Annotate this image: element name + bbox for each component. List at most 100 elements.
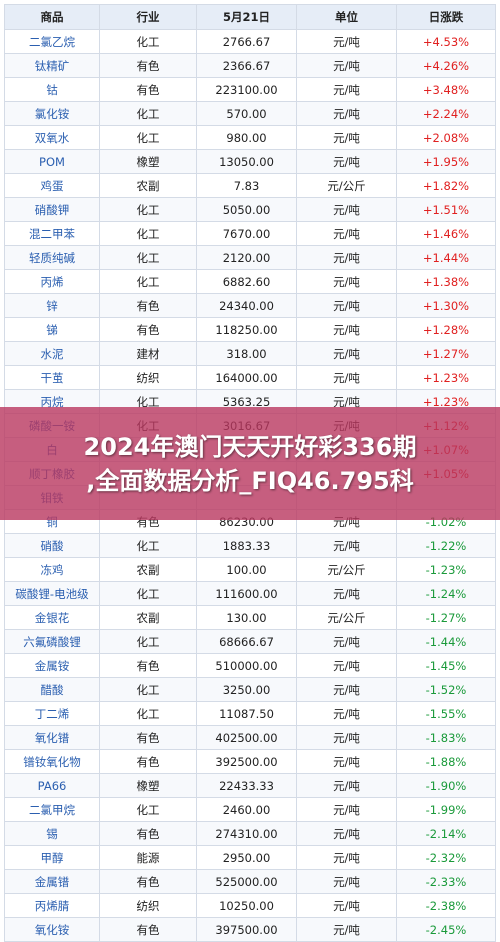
commodity-name-link[interactable]: 锡 <box>4 821 100 846</box>
change-cell: +1.30% <box>396 293 496 318</box>
unit-cell: 元/吨 <box>296 533 397 558</box>
commodity-name-link[interactable]: 金属铵 <box>4 653 100 678</box>
change-cell: +1.23% <box>396 365 496 390</box>
unit-cell: 元/吨 <box>296 317 397 342</box>
unit-cell: 元/吨 <box>296 341 397 366</box>
price-cell: 7670.00 <box>196 221 297 246</box>
change-cell: -1.52% <box>396 677 496 702</box>
table-row: 醋酸 化工 3250.00 元/吨 -1.52% <box>4 677 496 702</box>
commodity-name-link[interactable]: 锑 <box>4 317 100 342</box>
commodity-name-link[interactable]: 金属镨 <box>4 869 100 894</box>
table-body: 二氯乙烷 化工 2766.67 元/吨 +4.53% 钛精矿 有色 2366.67 元/吨 +4.… <box>4 29 496 942</box>
header-date-price: 5月21日 <box>196 4 297 30</box>
price-cell: 100.00 <box>196 557 297 582</box>
price-cell: 2366.67 <box>196 53 297 78</box>
industry-cell: 能源 <box>99 845 197 870</box>
table-row: 丁二烯 化工 11087.50 元/吨 -1.55% <box>4 701 496 726</box>
commodity-name-link[interactable]: 二氯甲烷 <box>4 797 100 822</box>
change-cell: +1.28% <box>396 317 496 342</box>
price-cell: 2766.67 <box>196 29 297 54</box>
industry-cell: 有色 <box>99 293 197 318</box>
table-row: 冻鸡 农副 100.00 元/公斤 -1.23% <box>4 557 496 582</box>
banner-line-2: ,全面数据分析_FIQ46.795科 <box>86 466 414 495</box>
commodity-name-link[interactable]: 混二甲苯 <box>4 221 100 246</box>
commodity-name-link[interactable]: 鸡蛋 <box>4 173 100 198</box>
industry-cell: 有色 <box>99 821 197 846</box>
commodity-name-link[interactable]: 锌 <box>4 293 100 318</box>
header-daily-change: 日涨跌 <box>396 4 496 30</box>
table-row: 锑有色 118250.00 元/吨 +1.28% <box>4 317 496 342</box>
price-cell: 22433.33 <box>196 773 297 798</box>
commodity-name-link[interactable]: 氧化镨 <box>4 725 100 750</box>
industry-cell: 化工 <box>99 221 197 246</box>
commodity-name-link[interactable]: 丁二烯 <box>4 701 100 726</box>
commodity-name-link[interactable]: 轻质纯碱 <box>4 245 100 270</box>
price-cell: 24340.00 <box>196 293 297 318</box>
table-row: 钴有色 223100.00 元/吨 +3.48% <box>4 77 496 102</box>
industry-cell: 橡塑 <box>99 773 197 798</box>
table-row: 硝酸钾 化工 5050.00 元/吨 +1.51% <box>4 197 496 222</box>
industry-cell: 纺织 <box>99 893 197 918</box>
commodity-name-link[interactable]: 碳酸锂-电池级 <box>4 581 100 606</box>
industry-cell: 建材 <box>99 341 197 366</box>
table-row: 碳酸锂-电池级 化工 111600.00 元/吨 -1.24% <box>4 581 496 606</box>
change-cell: +3.48% <box>396 77 496 102</box>
unit-cell: 元/吨 <box>296 701 397 726</box>
table-row: 丙烯腈 纺织 10250.00 元/吨 -2.38% <box>4 893 496 918</box>
commodity-name-link[interactable]: 二氯乙烷 <box>4 29 100 54</box>
price-cell: 2460.00 <box>196 797 297 822</box>
change-cell: -2.14% <box>396 821 496 846</box>
commodity-name-link[interactable]: 双氧水 <box>4 125 100 150</box>
table-row: 甲醇 能源 2950.00 元/吨 -2.32% <box>4 845 496 870</box>
commodity-name-link[interactable]: 硝酸钾 <box>4 197 100 222</box>
commodity-name-link[interactable]: 丙烯腈 <box>4 893 100 918</box>
table-row: 锌有色 24340.00 元/吨 +1.30% <box>4 293 496 318</box>
commodity-name-link[interactable]: 醋酸 <box>4 677 100 702</box>
commodity-name-link[interactable]: PA66 <box>4 773 100 798</box>
industry-cell: 化工 <box>99 677 197 702</box>
price-cell: 6882.60 <box>196 269 297 294</box>
unit-cell: 元/吨 <box>296 101 397 126</box>
commodity-name-link[interactable]: 钛精矿 <box>4 53 100 78</box>
overlay-banner[interactable]: 2024年澳门天天开好彩336期 ,全面数据分析_FIQ46.795科 <box>0 407 500 520</box>
price-cell: 11087.50 <box>196 701 297 726</box>
unit-cell: 元/吨 <box>296 149 397 174</box>
table-row: 镨钕氧化物 有色 392500.00 元/吨 -1.88% <box>4 749 496 774</box>
commodity-name-link[interactable]: 氯化铵 <box>4 101 100 126</box>
change-cell: -1.45% <box>396 653 496 678</box>
change-cell: -2.32% <box>396 845 496 870</box>
change-cell: -2.45% <box>396 917 496 942</box>
commodity-name-link[interactable]: POM <box>4 149 100 174</box>
table-row: 金银花 农副 130.00 元/公斤 -1.27% <box>4 605 496 630</box>
price-cell: 68666.67 <box>196 629 297 654</box>
unit-cell: 元/吨 <box>296 797 397 822</box>
commodity-name-link[interactable]: 冻鸡 <box>4 557 100 582</box>
industry-cell: 有色 <box>99 653 197 678</box>
change-cell: -1.83% <box>396 725 496 750</box>
price-cell: 402500.00 <box>196 725 297 750</box>
commodity-name-link[interactable]: 六氟磷酸锂 <box>4 629 100 654</box>
commodity-name-link[interactable]: 镨钕氧化物 <box>4 749 100 774</box>
commodity-name-link[interactable]: 金银花 <box>4 605 100 630</box>
change-cell: +1.82% <box>396 173 496 198</box>
change-cell: +4.26% <box>396 53 496 78</box>
unit-cell: 元/吨 <box>296 869 397 894</box>
industry-cell: 有色 <box>99 77 197 102</box>
commodity-name-link[interactable]: 干茧 <box>4 365 100 390</box>
commodity-name-link[interactable]: 丙烯 <box>4 269 100 294</box>
unit-cell: 元/吨 <box>296 917 397 942</box>
industry-cell: 化工 <box>99 629 197 654</box>
price-cell: 510000.00 <box>196 653 297 678</box>
change-cell: +1.46% <box>396 221 496 246</box>
commodity-name-link[interactable]: 硝酸 <box>4 533 100 558</box>
commodity-name-link[interactable]: 水泥 <box>4 341 100 366</box>
commodity-name-link[interactable]: 甲醇 <box>4 845 100 870</box>
price-cell: 13050.00 <box>196 149 297 174</box>
commodity-name-link[interactable]: 钴 <box>4 77 100 102</box>
unit-cell: 元/吨 <box>296 581 397 606</box>
unit-cell: 元/吨 <box>296 221 397 246</box>
commodity-name-link[interactable]: 氧化铵 <box>4 917 100 942</box>
table-row: 水泥 建材 318.00 元/吨 +1.27% <box>4 341 496 366</box>
table-row: 钛精矿 有色 2366.67 元/吨 +4.26% <box>4 53 496 78</box>
industry-cell: 化工 <box>99 197 197 222</box>
